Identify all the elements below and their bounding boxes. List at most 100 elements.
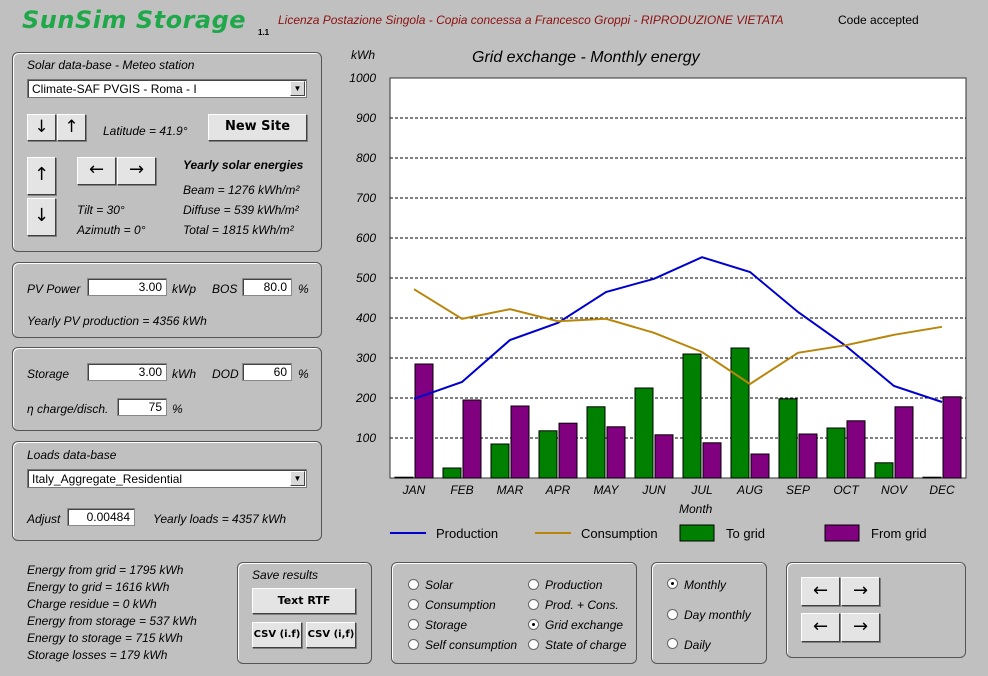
bar-to-grid	[634, 387, 654, 479]
summary-line: Energy to storage = 715 kWh	[27, 631, 183, 645]
x-tick-label: OCT	[833, 483, 860, 497]
bar-from-grid	[414, 363, 434, 479]
station-select[interactable]: Climate-SAF PVGIS - Roma - I ▼	[27, 79, 307, 98]
loads-title: Loads data-base	[27, 448, 117, 462]
radio-label: Monthly	[684, 578, 727, 592]
legend-swatch	[679, 524, 715, 542]
storage-label: Storage	[27, 367, 70, 381]
save-results-title: Save results	[252, 568, 319, 582]
x-tick-label: SEP	[786, 483, 810, 497]
bar-from-grid	[702, 442, 722, 479]
bar-to-grid	[874, 462, 894, 479]
nav-right-button-2[interactable]: →	[841, 613, 880, 642]
code-status: Code accepted	[838, 13, 919, 27]
y-tick-label: 800	[356, 151, 376, 165]
yearly-loads: Yearly loads = 4357 kWh	[153, 512, 287, 526]
adjust-input[interactable]: 0.00484	[67, 508, 135, 526]
bar-to-grid	[826, 427, 846, 479]
solar-database-panel: Solar data-base - Meteo station Climate-…	[12, 52, 322, 252]
x-tick-label: JUN	[641, 483, 666, 497]
yearly-pv-production: Yearly PV production = 4356 kWh	[27, 314, 207, 328]
pv-power-unit: kWp	[172, 282, 196, 296]
diffuse-energy: Diffuse = 539 kWh/m²	[183, 203, 299, 217]
text-rtf-button[interactable]: Text RTF	[252, 588, 356, 614]
dod-input[interactable]: 60	[242, 363, 292, 381]
radio-grid-exchange[interactable]	[528, 619, 539, 630]
x-tick-label: NOV	[881, 483, 908, 497]
new-site-button[interactable]: New Site	[208, 114, 307, 141]
chart-title: Grid exchange - Monthly energy	[472, 49, 700, 66]
bar-from-grid	[462, 399, 482, 479]
x-tick-label: JAN	[402, 483, 426, 497]
y-tick-label: 700	[356, 191, 376, 205]
y-tick-label: 900	[356, 111, 376, 125]
line-consumption	[413, 288, 943, 386]
x-tick-label: APR	[545, 483, 571, 497]
app-version: 1.1	[258, 28, 270, 37]
save-results-panel: Save results Text RTF CSV (i.f) CSV (i,f…	[237, 562, 372, 664]
loads-select[interactable]: Italy_Aggregate_Residential ▼	[27, 469, 307, 488]
radio-monthly[interactable]	[667, 578, 678, 589]
radio-daily[interactable]	[667, 638, 678, 649]
bar-to-grid	[778, 398, 798, 479]
legend-label: From grid	[871, 526, 927, 541]
legend-label: To grid	[726, 526, 765, 541]
radio-label: Self consumption	[425, 638, 518, 652]
loads-value: Italy_Aggregate_Residential	[32, 472, 183, 486]
pv-panel: PV Power 3.00 kWp BOS 80.0 % Yearly PV p…	[12, 262, 322, 338]
nav-left-button-2[interactable]: ←	[801, 613, 840, 642]
eta-label: η charge/disch.	[27, 402, 109, 416]
nav-left-button[interactable]: ←	[801, 577, 840, 606]
storage-unit: kWh	[172, 367, 196, 381]
latitude-down-button[interactable]: ↓	[27, 114, 56, 141]
x-tick-label: AUG	[736, 483, 763, 497]
radio-self-consumption[interactable]	[408, 639, 419, 650]
y-axis-label: kWh	[351, 48, 375, 62]
csv-i-f-button[interactable]: CSV (i,f)	[306, 622, 356, 648]
yearly-solar-title: Yearly solar energies	[183, 158, 304, 172]
eta-input[interactable]: 75	[117, 398, 167, 416]
summary-line: Charge residue = 0 kWh	[27, 597, 157, 611]
station-value: Climate-SAF PVGIS - Roma - I	[32, 82, 197, 96]
radio-label: State of charge	[545, 638, 627, 652]
radio-state-of-charge[interactable]	[528, 639, 539, 650]
grid-exchange-chart: 100 200 300 400 500 600 700 800 900 1000 JAN FEB MAR…	[349, 71, 967, 542]
x-tick-label: DEC	[929, 483, 955, 497]
radio-consumption[interactable]	[408, 599, 419, 610]
azimuth-right-button[interactable]: →	[117, 157, 156, 185]
tilt-up-button[interactable]: ↑	[27, 157, 56, 195]
nav-right-button[interactable]: →	[841, 577, 880, 606]
bos-unit: %	[298, 282, 309, 296]
bar-to-grid	[922, 476, 942, 479]
radio-prod-cons[interactable]	[528, 599, 539, 610]
legend-swatch	[824, 524, 860, 542]
beam-energy: Beam = 1276 kWh/m²	[183, 183, 300, 197]
latitude-up-button[interactable]: ↑	[57, 114, 86, 141]
navigation-panel: ← → ← →	[786, 562, 966, 658]
radio-solar[interactable]	[408, 579, 419, 590]
bar-to-grid	[586, 406, 606, 479]
dod-label: DOD	[212, 367, 239, 381]
chevron-down-icon[interactable]: ▼	[290, 81, 305, 96]
radio-production[interactable]	[528, 579, 539, 590]
y-tick-label: 100	[356, 431, 376, 445]
bar-from-grid	[606, 426, 626, 479]
y-tick-label: 1000	[349, 71, 376, 85]
loads-panel: Loads data-base Italy_Aggregate_Resident…	[12, 441, 322, 541]
chevron-down-icon[interactable]: ▼	[290, 471, 305, 486]
storage-input[interactable]: 3.00	[87, 363, 167, 381]
csv-if-button[interactable]: CSV (i.f)	[252, 622, 302, 648]
azimuth-left-button[interactable]: ←	[77, 157, 116, 185]
solar-database-title: Solar data-base - Meteo station	[27, 58, 195, 72]
radio-day-monthly[interactable]	[667, 609, 678, 620]
radio-label: Storage	[425, 618, 468, 632]
eta-unit: %	[172, 402, 183, 416]
summary-line: Storage losses = 179 kWh	[27, 648, 168, 662]
app-title: SunSim Storage	[22, 6, 247, 34]
pv-power-input[interactable]: 3.00	[87, 278, 167, 296]
radio-storage[interactable]	[408, 619, 419, 630]
bar-from-grid	[558, 422, 578, 479]
tilt-down-button[interactable]: ↓	[27, 198, 56, 236]
bos-input[interactable]: 80.0	[242, 278, 292, 296]
bar-from-grid	[798, 433, 818, 479]
